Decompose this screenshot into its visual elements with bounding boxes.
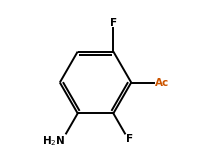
Text: H$_2$N: H$_2$N xyxy=(42,134,65,148)
Text: F: F xyxy=(110,18,117,28)
Text: F: F xyxy=(126,134,133,144)
Text: Ac: Ac xyxy=(155,78,169,87)
